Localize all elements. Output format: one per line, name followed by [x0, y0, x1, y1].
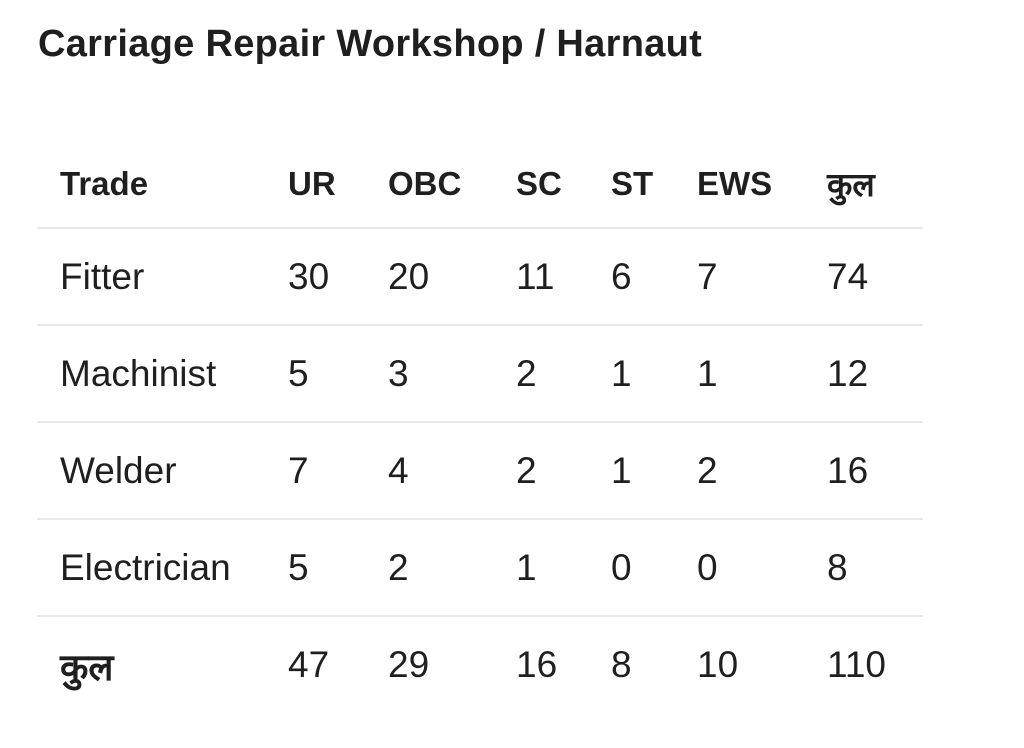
value-cell-obc: 4 [388, 422, 516, 520]
vacancy-table: Trade UR OBC SC ST EWS कुल Fitter 30 20 11 6 7 74 Mac… [37, 140, 923, 713]
value-cell-obc: 29 [388, 644, 430, 685]
page-title: Carriage Repair Workshop / Harnaut [38, 23, 703, 65]
column-header-total-kul: कुल [827, 140, 923, 229]
table-row: Fitter 30 20 11 6 7 74 [37, 228, 923, 326]
value-cell-st: 1 [611, 422, 697, 520]
value-cell-ur: 30 [288, 228, 388, 326]
trade-label-cell: Fitter [37, 228, 288, 326]
table-row-total: कुल 47 29 16 8 10 110 [37, 616, 923, 713]
column-header-trade: Trade [37, 140, 288, 229]
value-cell-ews: 10 [697, 644, 739, 685]
value-cell-ews: 7 [697, 228, 827, 326]
value-cell-ur: 7 [288, 422, 388, 520]
column-header-ews: EWS [697, 140, 827, 229]
value-cell-sc: 11 [516, 228, 611, 326]
table-row: Welder 7 4 2 1 2 16 [37, 422, 923, 520]
value-cell-st: 0 [611, 519, 697, 617]
value-cell-ews: 1 [697, 325, 827, 423]
column-header-sc: SC [516, 140, 611, 229]
value-cell-sc: 2 [516, 422, 611, 520]
trade-label-cell: कुल [60, 646, 114, 688]
value-cell-sc: 2 [516, 325, 611, 423]
value-cell-obc: 2 [388, 519, 516, 617]
value-cell-total-kul: 16 [827, 422, 923, 520]
value-cell-total-kul: 74 [827, 228, 923, 326]
value-cell-ews: 2 [697, 422, 827, 520]
value-cell-obc: 3 [388, 325, 516, 423]
value-cell-ews: 0 [697, 519, 827, 617]
value-cell-sc: 1 [516, 519, 611, 617]
value-cell-st: 6 [611, 228, 697, 326]
column-header-obc: OBC [388, 140, 516, 229]
table-header: Trade UR OBC SC ST EWS कुल [37, 140, 923, 229]
trade-label-cell: Welder [37, 422, 288, 520]
table-header-row: Trade UR OBC SC ST EWS कुल [37, 140, 923, 229]
value-cell-ur: 5 [288, 519, 388, 617]
column-header-st: ST [611, 140, 697, 229]
table-body: Fitter 30 20 11 6 7 74 Machinist 5 3 2 1 1 12 Welder 7 4… [37, 228, 923, 713]
table-row: Machinist 5 3 2 1 1 12 [37, 325, 923, 423]
value-cell-st: 1 [611, 325, 697, 423]
value-cell-sc: 16 [516, 644, 558, 685]
table-row: Electrician 5 2 1 0 0 8 [37, 519, 923, 617]
value-cell-total-kul: 12 [827, 325, 923, 423]
value-cell-st: 8 [611, 644, 632, 685]
value-cell-ur: 5 [288, 325, 388, 423]
trade-label-cell: Machinist [37, 325, 288, 423]
trade-label-cell: Electrician [37, 519, 288, 617]
column-header-ur: UR [288, 140, 388, 229]
value-cell-total-kul: 110 [827, 644, 886, 685]
value-cell-total-kul: 8 [827, 519, 923, 617]
value-cell-obc: 20 [388, 228, 516, 326]
page: Carriage Repair Workshop / Harnaut Trade… [0, 22, 1024, 713]
value-cell-ur: 47 [288, 644, 330, 685]
